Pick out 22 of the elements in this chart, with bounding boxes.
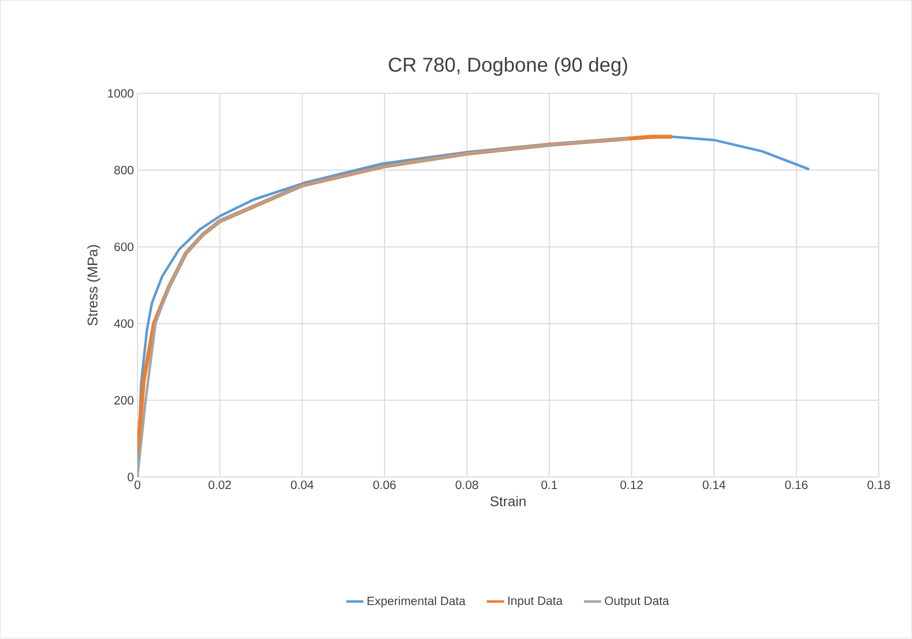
x-tick-label: 0.04: [290, 480, 314, 490]
y-axis-title: Stress (MPa): [87, 245, 100, 326]
x-axis-title: Strain: [490, 496, 526, 506]
legend-label: Input Data: [508, 596, 563, 608]
y-tick-label: 0: [128, 473, 134, 482]
x-tick-label: 0.12: [620, 480, 643, 490]
x-tick-label: 0.08: [456, 480, 478, 490]
x-tick-label: 0.1: [541, 480, 558, 490]
y-tick-label: 600: [114, 242, 134, 252]
y-tick-label: 800: [114, 166, 134, 175]
chart-title: CR 780, Dogbone (90 deg): [388, 57, 628, 76]
x-tick-label: 0.16: [785, 480, 808, 490]
y-tick-label: 1000: [108, 89, 134, 98]
legend-label: Experimental Data: [368, 596, 466, 608]
x-tick-label: 0: [134, 480, 140, 490]
x-tick-label: 0.06: [373, 480, 396, 490]
x-tick-label: 0.02: [208, 480, 231, 490]
y-tick-label: 400: [114, 320, 134, 328]
x-tick-label: 0.18: [868, 480, 890, 490]
legend-label: Output Data: [604, 596, 670, 608]
y-tick-label: 200: [114, 396, 134, 405]
x-tick-label: 0.14: [702, 480, 726, 490]
